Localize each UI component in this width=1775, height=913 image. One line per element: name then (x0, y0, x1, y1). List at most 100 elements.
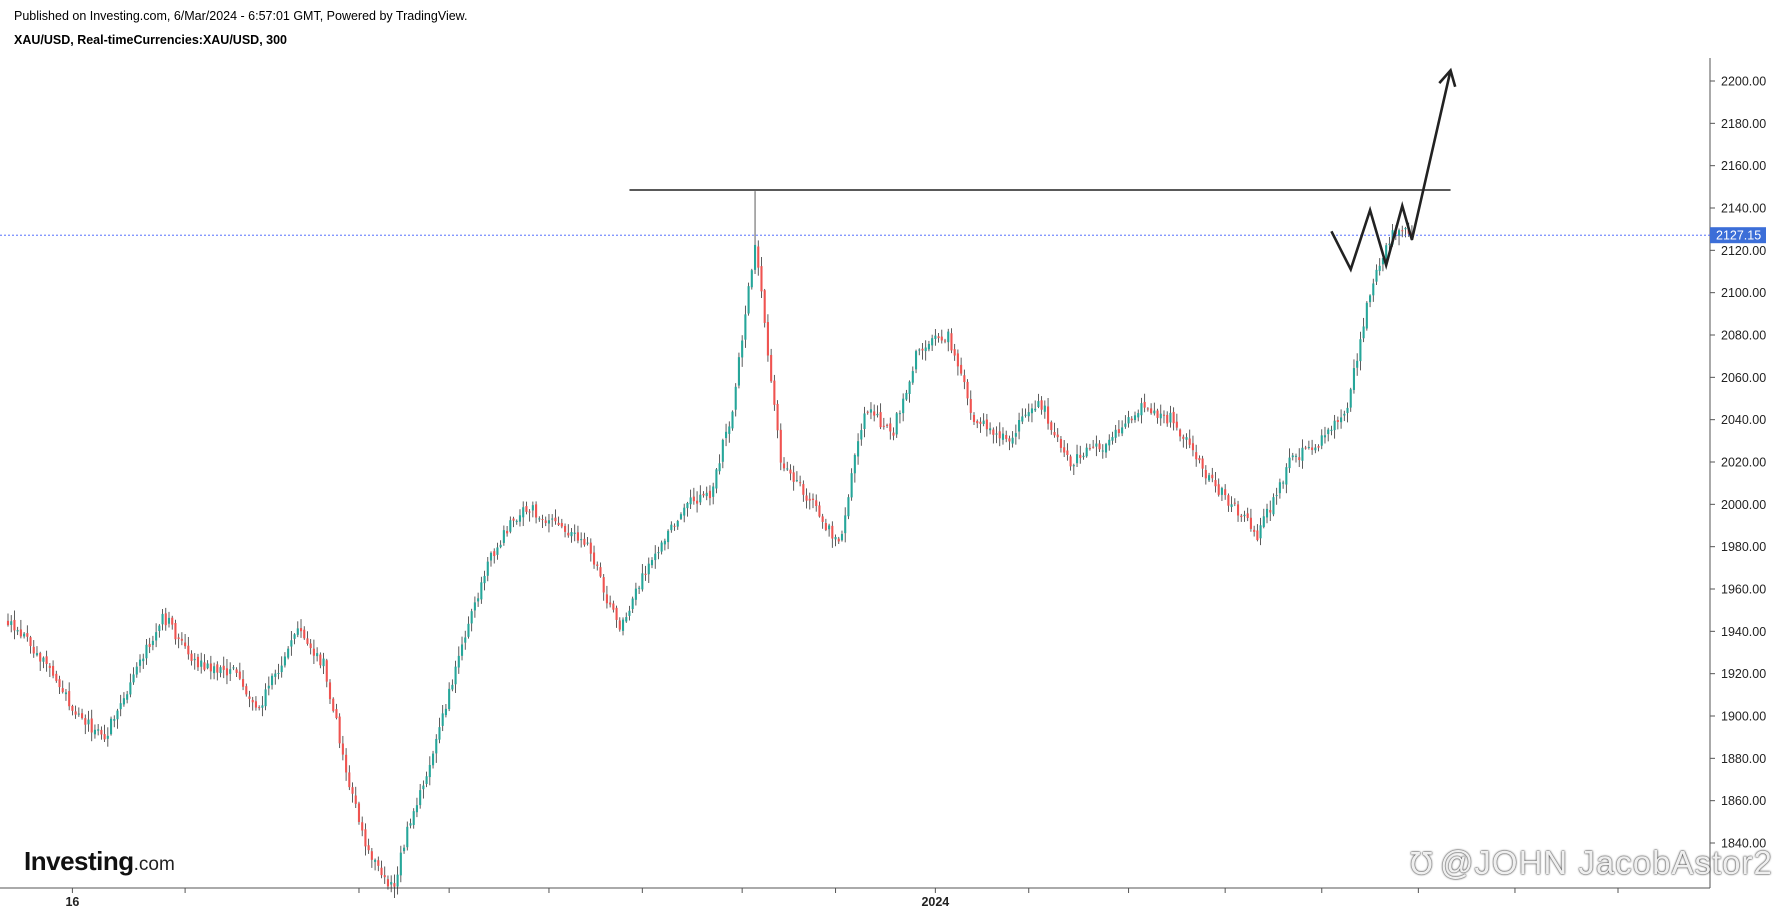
candle (886, 423, 889, 429)
candle-body (1024, 414, 1027, 416)
candle (1059, 436, 1062, 453)
candle (1111, 431, 1114, 445)
candle (1185, 433, 1188, 449)
candle-body (386, 879, 390, 887)
candle (989, 422, 992, 435)
candle (113, 715, 116, 728)
candle-body (383, 875, 386, 878)
candle-body (1150, 408, 1153, 414)
candle-body (68, 691, 71, 707)
candle (42, 656, 45, 669)
candle-body (229, 669, 232, 674)
candle (1146, 407, 1149, 412)
candle (544, 516, 547, 527)
candle (1191, 435, 1195, 457)
candle (560, 518, 563, 529)
candle (731, 410, 734, 431)
candle-body (1166, 414, 1169, 424)
candle (966, 379, 969, 406)
candle (425, 771, 428, 788)
candle-body (161, 613, 164, 625)
candle (1121, 420, 1124, 437)
candle (985, 413, 988, 437)
candle-body (1243, 514, 1246, 517)
candle-body (641, 573, 644, 590)
candle (1340, 409, 1343, 429)
drawings[interactable] (0, 67, 1710, 273)
candle (267, 676, 270, 696)
candle-body (441, 713, 444, 726)
candle-body (570, 532, 573, 537)
candle (451, 679, 454, 692)
candle-body (886, 424, 889, 426)
logo-suffix: .com (133, 854, 175, 875)
y-tick: 2200.00 (1710, 75, 1766, 89)
candle-body (1278, 482, 1281, 494)
candle-body (1378, 265, 1381, 271)
candle-body (715, 469, 718, 489)
candle (1233, 498, 1236, 507)
candle-body (48, 665, 51, 668)
candle-body (287, 648, 290, 658)
candle-body (338, 716, 341, 744)
candle-body (29, 637, 32, 647)
candle (354, 786, 357, 809)
candle (190, 650, 193, 666)
candle-body (1037, 401, 1040, 407)
candle (725, 423, 728, 447)
candle-body (251, 699, 254, 703)
candle-body (81, 713, 84, 719)
candle-body (296, 628, 299, 635)
y-tick-label: 1980.00 (1721, 540, 1766, 554)
candle-body (1188, 438, 1191, 445)
candle-body (1195, 452, 1198, 460)
candle-body (1201, 458, 1204, 469)
candle-body (1340, 417, 1343, 423)
candle-body (52, 665, 55, 676)
candle (1388, 236, 1391, 251)
candle (631, 596, 634, 613)
candle (10, 615, 13, 633)
candle (1014, 424, 1017, 445)
candle-body (354, 795, 357, 804)
candle (1253, 525, 1256, 537)
candle-body (879, 412, 882, 428)
candle-body (151, 640, 154, 646)
y-tick: 2100.00 (1710, 286, 1766, 300)
candle-body (1027, 412, 1030, 417)
candle-body (32, 646, 35, 654)
y-tick: 1920.00 (1710, 667, 1766, 681)
candle (734, 383, 737, 417)
candle (1034, 400, 1037, 412)
candle-body (1253, 529, 1256, 532)
candle-body (1066, 450, 1069, 456)
candle-body (1101, 450, 1104, 452)
candle-body (357, 803, 361, 822)
candle-body (90, 718, 93, 733)
candle (950, 328, 953, 354)
candle (196, 653, 200, 671)
candle (1001, 427, 1005, 445)
candle (351, 782, 354, 803)
candle-body (760, 266, 763, 292)
candle (261, 696, 264, 717)
candle (1294, 453, 1298, 463)
candle (1298, 448, 1301, 468)
candle (541, 514, 544, 529)
candle-body (264, 689, 267, 707)
candle (535, 501, 538, 524)
candle (618, 617, 621, 632)
candle (1269, 500, 1272, 522)
candle-body (502, 530, 505, 543)
candle (1314, 444, 1317, 454)
candle (1075, 444, 1079, 468)
candle-body (335, 709, 338, 719)
candle-body (741, 340, 744, 358)
candle-body (692, 496, 695, 502)
candle (1336, 416, 1339, 430)
candle (1346, 402, 1349, 423)
candle-body (1236, 504, 1240, 516)
candle-body (486, 561, 489, 576)
candle-body (731, 411, 734, 429)
